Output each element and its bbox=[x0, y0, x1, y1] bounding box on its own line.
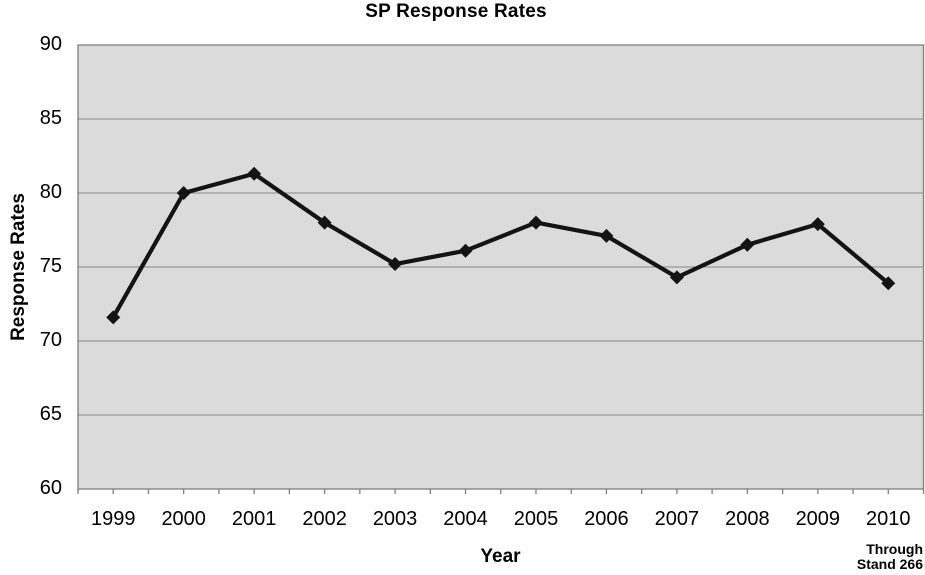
y-tick-label: 60 bbox=[40, 477, 62, 499]
data-point-marker bbox=[317, 215, 332, 230]
data-point-marker bbox=[106, 310, 121, 325]
chart-footnote: Through Stand 266 bbox=[856, 540, 923, 573]
x-tick-label: 2009 bbox=[796, 508, 841, 530]
footnote-line-1: Through bbox=[866, 540, 923, 557]
x-axis-title: Year bbox=[480, 546, 521, 567]
footnote-line-2: Stand 266 bbox=[856, 556, 923, 573]
x-tick-label: 2006 bbox=[584, 508, 629, 530]
x-tick-label: 2000 bbox=[161, 508, 206, 530]
data-point-marker bbox=[740, 237, 755, 252]
data-point-marker bbox=[247, 166, 262, 181]
x-tick-label: 2003 bbox=[373, 508, 418, 530]
data-point-marker bbox=[881, 276, 896, 291]
y-tick-label: 80 bbox=[40, 181, 62, 203]
x-tick-label: 2010 bbox=[866, 508, 911, 530]
x-tick-label: 2001 bbox=[232, 508, 277, 530]
y-axis-title: Response Rates bbox=[8, 193, 29, 341]
data-point-marker bbox=[810, 217, 825, 232]
data-point-marker bbox=[176, 186, 191, 200]
data-point-marker bbox=[528, 215, 543, 230]
x-tick-label: 2002 bbox=[302, 508, 347, 530]
y-tick-label: 85 bbox=[40, 107, 62, 129]
x-tick-label: 2007 bbox=[655, 508, 700, 530]
series-line bbox=[111, 171, 891, 320]
data-point-marker bbox=[599, 228, 614, 243]
y-tick-label: 70 bbox=[40, 329, 62, 351]
data-point-marker bbox=[458, 243, 473, 258]
x-tick-label: 2005 bbox=[514, 508, 559, 530]
data-point-marker bbox=[388, 257, 403, 272]
chart-title: SP Response Rates bbox=[365, 1, 547, 22]
x-tick-label: 2008 bbox=[725, 508, 770, 530]
data-point-marker bbox=[669, 270, 684, 285]
y-tick-label: 75 bbox=[40, 255, 62, 277]
x-tick-label: 2004 bbox=[443, 508, 488, 530]
x-tick-label: 1999 bbox=[91, 508, 136, 530]
y-tick-label: 65 bbox=[40, 403, 62, 425]
y-tick-label: 90 bbox=[40, 33, 62, 55]
